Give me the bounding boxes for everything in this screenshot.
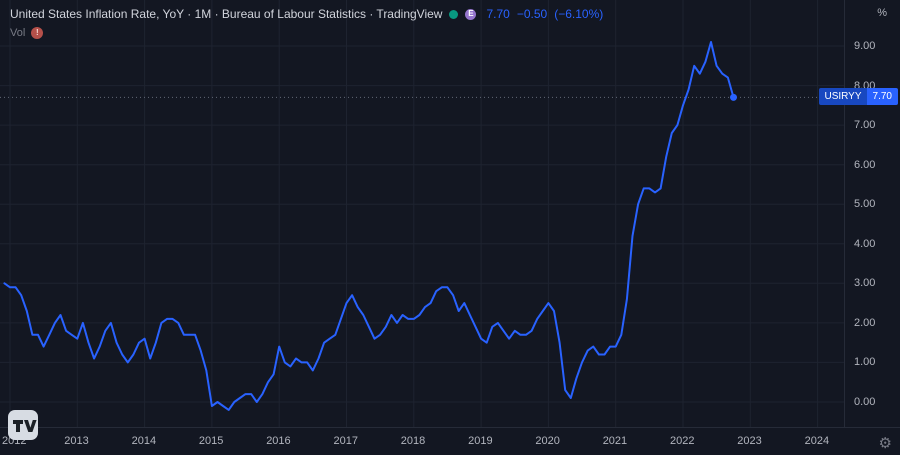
last-price: 7.70 — [486, 7, 510, 21]
price-axis-label: 6.00 — [854, 158, 876, 171]
chart-title[interactable]: United States Inflation Rate, YoY · 1M ·… — [10, 7, 443, 21]
time-axis-label: 2023 — [737, 435, 762, 447]
price-label-value: 7.70 — [866, 88, 898, 105]
price-values: 7.70 −0.50 (−6.10%) — [486, 7, 603, 21]
time-axis-label: 2019 — [468, 435, 493, 447]
price-axis-label: 4.00 — [854, 237, 876, 250]
price-chart[interactable] — [0, 0, 845, 428]
time-axis-label: 2022 — [670, 435, 695, 447]
price-label-symbol: USIRYY — [819, 88, 867, 105]
earnings-icon-letter: E — [468, 9, 474, 18]
warning-icon[interactable]: ! — [31, 27, 44, 39]
tradingview-logo[interactable] — [8, 410, 38, 440]
time-axis[interactable]: 2012 2013 2014 2015 2016 2017 2018 2019 2020 2021… — [0, 427, 900, 455]
market-status-icon[interactable] — [449, 9, 459, 19]
tradingview-logo-icon — [8, 410, 38, 440]
chart-header: United States Inflation Rate, YoY · 1M ·… — [10, 7, 603, 39]
price-change: −0.50 — [516, 7, 548, 21]
price-axis[interactable]: % 9.00 8.00 7.00 6.00 5.00 4.00 3.00 2.00 1.00 0.… — [844, 0, 900, 428]
volume-label[interactable]: Vol — [10, 27, 26, 39]
price-axis-label: 3.00 — [854, 277, 876, 290]
time-axis-label: 2020 — [535, 435, 560, 447]
price-axis-label: 2.00 — [854, 316, 876, 329]
price-axis-label: 9.00 — [854, 39, 876, 52]
price-change-percent: (−6.10%) — [554, 7, 604, 21]
price-axis-label: 5.00 — [854, 198, 876, 211]
earnings-icon[interactable]: E — [465, 8, 477, 20]
time-axis-label: 2015 — [198, 435, 224, 447]
time-axis-label: 2013 — [64, 435, 89, 447]
price-axis-label: 0.00 — [854, 396, 876, 408]
settings-gear-icon[interactable]: ⚙ — [878, 435, 892, 452]
time-axis-label: 2017 — [333, 435, 358, 447]
time-axis-label: 2021 — [602, 435, 628, 447]
time-axis-label: 2024 — [804, 435, 830, 447]
time-axis-label: 2018 — [400, 435, 426, 447]
time-axis-label: 2016 — [266, 435, 291, 447]
price-axis-label: 1.00 — [854, 356, 876, 369]
price-label-badge: USIRYY 7.70 — [819, 88, 898, 105]
time-axis-label: 2014 — [131, 435, 157, 447]
price-axis-label: 7.00 — [854, 119, 876, 132]
price-axis-unit: % — [877, 7, 887, 19]
